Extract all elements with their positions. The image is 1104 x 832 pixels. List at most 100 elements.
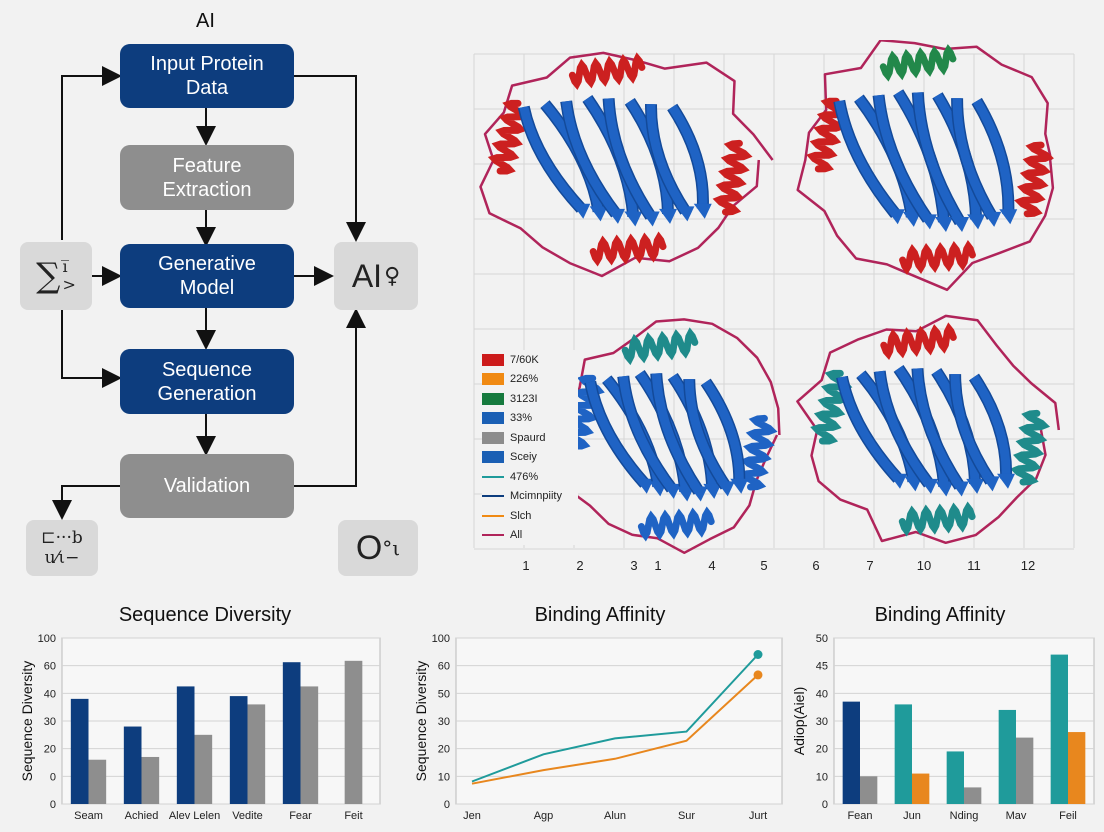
y-axis-label: Sequence Diversity [19,661,35,782]
beta-strand-arrowhead [981,476,1000,492]
loop-tube [796,40,1055,292]
beta-strand [972,98,1013,215]
protein-ribbons [479,40,1061,555]
legend-label: Slch [510,509,532,522]
x-tick-label: Jen [463,810,481,822]
structure-x-tick: 6 [812,558,819,573]
y-tick-label: 0 [822,799,828,811]
beta-strand-arrowhead [983,211,1002,227]
structure-x-tick: 1 [654,558,661,573]
beta-strand [561,100,620,217]
bar [964,787,982,804]
series-endpoint [753,650,763,659]
beta-strand-arrowhead [703,483,722,499]
x-tick-label: Fear [289,810,312,822]
legend-entry: 7/60K [482,350,578,370]
legend-swatch [482,353,504,366]
legend-entry: 3123I [482,389,578,409]
x-tick-label: Jurt [749,810,767,822]
structure-x-tick: 4 [708,558,715,573]
beta-strand-arrowhead [676,486,695,502]
beta-strand [913,92,964,225]
y-tick-label: 100 [38,633,56,645]
y-tick-label: 10 [816,771,828,783]
bar [912,773,930,804]
beta-strand-arrowhead [635,478,654,494]
y-tick-label: 60 [438,661,450,673]
bar [300,686,319,804]
legend-swatch [482,373,504,386]
legend-entry: 33% [482,408,578,428]
y-tick-label: 20 [438,744,450,756]
legend-entry: Sceiy [482,447,578,467]
legend-entry: 476% [482,467,578,487]
beta-strand-arrowhead [918,214,937,230]
beta-strand-arrowhead [904,476,923,492]
x-tick-label: Sur [678,810,695,822]
beta-strand-arrowhead [902,211,921,227]
output-symbol-box: ⊏···b u⁄ι− [26,520,98,576]
series-endpoint [753,670,763,680]
output-symbol-top: ⊏···b [41,528,83,548]
beta-strand-arrowhead [935,481,954,497]
bar [946,751,964,804]
legend-label: Spaurd [510,431,546,444]
input-protein-data-box: Input Protein Data [120,44,294,108]
optimizer-symbol-box: O °ι [338,520,418,576]
beta-strand-arrowhead [966,478,985,494]
alpha-helix [879,44,957,82]
beta-strand-arrowhead [624,211,643,227]
beta-strand-arrowhead [676,206,695,222]
bar [998,709,1016,804]
beta-strand [684,379,730,489]
bar [894,704,912,804]
bar [229,696,248,804]
structure-x-tick: 10 [917,558,931,573]
x-tick-label: Jun [903,810,921,822]
beta-strand-arrowhead [889,473,907,489]
x-tick-label: Nding [950,810,979,822]
x-tick-label: Feil [1059,810,1077,822]
chart2-title: Binding Affinity [534,604,666,626]
beta-strand-arrowhead [659,208,678,224]
x-tick-label: Agp [534,810,554,822]
x-tick-label: Seam [74,810,103,822]
beta-strand-arrowhead [693,203,712,219]
structure-x-tick: 1 [522,558,529,573]
alpha-helix [899,239,976,275]
flow-title: AI [196,10,215,32]
ai-symbol: AI [351,257,383,294]
beta-strand-arrowhead [951,216,970,232]
arrow-loop-to-input [61,66,122,240]
bar [194,734,213,804]
y-tick-label: 50 [816,633,828,645]
y-tick-label: 30 [816,716,828,728]
legend-label: 476% [510,470,539,483]
beta-strand [874,94,932,222]
structure-x-tick: 2 [576,558,583,573]
beta-strand [912,368,964,489]
x-tick-label: Feit [344,810,362,822]
bar [344,660,363,804]
sum-symbol-sub: > [62,275,76,294]
bar [1016,737,1034,804]
beta-strand [618,375,676,492]
beta-strand [970,374,1011,479]
beta-strand-arrowhead [572,203,591,219]
y-tick-label: 40 [44,688,56,700]
y-tick-label: 20 [816,744,828,756]
ai-symbol-box: AI ♀ [334,242,418,310]
sum-symbol-sup: i̅ [62,257,68,276]
bar [247,704,266,804]
beta-strand [834,100,900,218]
bar [282,662,301,804]
y-axis-label: Adiop(Aiel) [791,687,807,755]
beta-strand [837,376,902,482]
bar [88,759,107,804]
beta-strand-arrowhead [999,209,1018,225]
structure-x-tick: 11 [967,558,981,573]
validation-box: Validation [120,454,294,518]
legend-swatch [482,475,504,478]
alpha-helix [621,327,699,366]
legend-entry: Spaurd [482,428,578,448]
